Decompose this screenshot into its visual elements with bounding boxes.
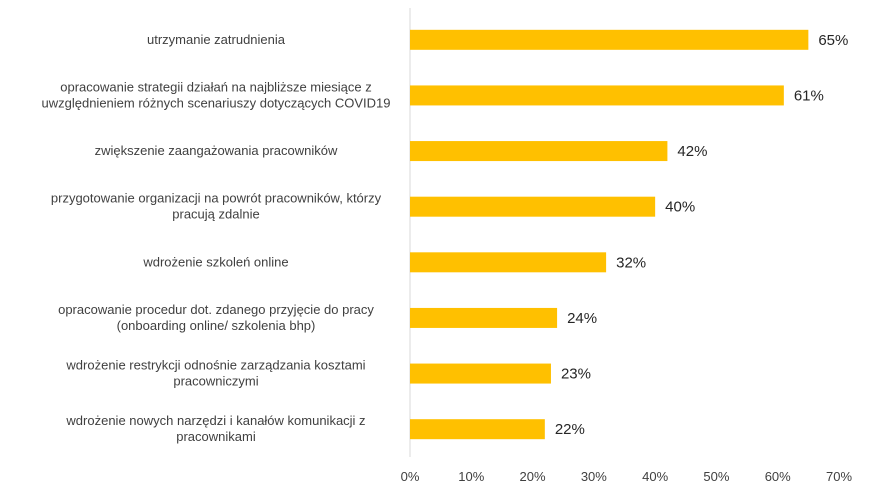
- category-label-line: przygotowanie organizacji na powrót prac…: [51, 191, 382, 206]
- data-label: 32%: [616, 254, 646, 271]
- labels-layer: 65% utrzymanie zatrudnienia 61% opracowanie…: [42, 32, 849, 444]
- data-label: 65%: [818, 32, 848, 49]
- category-label-line: zwiększenie zaangażowania pracowników: [95, 143, 338, 158]
- data-label: 22%: [555, 421, 585, 438]
- category-label: opracowanie strategii działań na najbliż…: [42, 79, 391, 110]
- bar: [410, 196, 656, 217]
- category-label-line: uwzględnieniem różnych scenariuszy dotyc…: [42, 95, 391, 110]
- x-tick-label: 30%: [581, 469, 607, 484]
- x-tick-label: 20%: [520, 469, 546, 484]
- bar: [410, 252, 607, 273]
- category-label: zwiększenie zaangażowania pracowników: [95, 143, 338, 158]
- category-label: wdrożenie szkoleń online: [142, 254, 288, 269]
- category-label-line: wdrożenie nowych narzędzi i kanałów komu…: [65, 413, 365, 428]
- category-label: przygotowanie organizacji na powrót prac…: [51, 191, 382, 222]
- x-tick-label: 50%: [703, 469, 729, 484]
- x-tick-label: 10%: [458, 469, 484, 484]
- data-label: 24%: [567, 310, 597, 327]
- category-label-line: wdrożenie szkoleń online: [142, 254, 288, 269]
- category-label: opracowanie procedur dot. zdanego przyję…: [58, 302, 374, 333]
- category-label-line: pracownikami: [176, 429, 256, 444]
- bar: [410, 419, 545, 440]
- category-label-line: wdrożenie restrykcji odnośnie zarządzani…: [65, 358, 365, 373]
- x-tick-label: 60%: [765, 469, 791, 484]
- bar: [410, 307, 558, 328]
- x-tick-label: 0%: [401, 469, 420, 484]
- category-label: utrzymanie zatrudnienia: [147, 32, 286, 47]
- bars-layer: [410, 29, 809, 440]
- data-label: 61%: [794, 87, 824, 104]
- bar: [410, 363, 551, 384]
- category-label: wdrożenie nowych narzędzi i kanałów komu…: [65, 413, 365, 444]
- category-label-line: pracują zdalnie: [172, 207, 259, 222]
- category-label-line: (onboarding online/ szkolenia bhp): [117, 318, 316, 333]
- category-label-line: opracowanie procedur dot. zdanego przyję…: [58, 302, 374, 317]
- data-label: 23%: [561, 366, 591, 383]
- category-label-line: pracowniczymi: [173, 374, 258, 389]
- bar: [410, 85, 784, 106]
- bar: [410, 141, 668, 162]
- ticks-layer: 0% 10% 20% 30% 40% 50% 60% 70%: [401, 469, 853, 484]
- category-label-line: utrzymanie zatrudnienia: [147, 32, 286, 47]
- category-label-line: opracowanie strategii działań na najbliż…: [60, 79, 371, 94]
- bar: [410, 29, 809, 50]
- data-label: 40%: [665, 199, 695, 216]
- data-label: 42%: [677, 143, 707, 160]
- category-label: wdrożenie restrykcji odnośnie zarządzani…: [65, 358, 365, 389]
- x-tick-label: 70%: [826, 469, 852, 484]
- x-tick-label: 40%: [642, 469, 668, 484]
